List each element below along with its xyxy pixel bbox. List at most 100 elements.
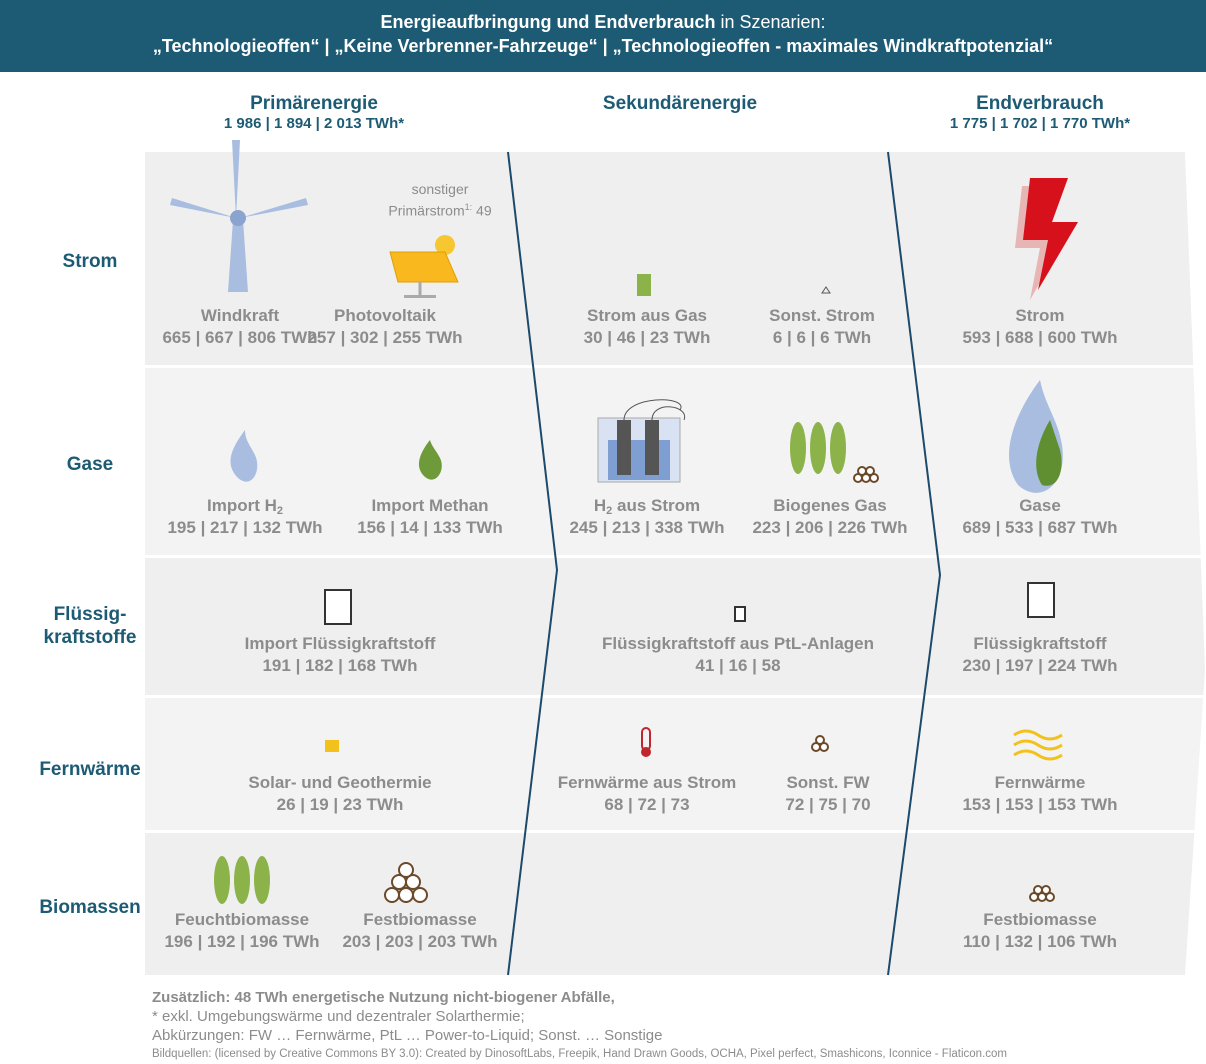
footer-line: Abkürzungen: FW … Fernwärme, PtL … Power… [152, 1027, 663, 1044]
item: Solar- und Geothermie 26 | 19 | 23 TWh [248, 772, 431, 816]
item-label-text: Festbiomasse [363, 910, 477, 929]
header-title: Energieaufbringung und Endverbrauch in S… [0, 10, 1206, 34]
item: Festbiomasse 110 | 132 | 106 TWh [963, 909, 1117, 953]
item: Feuchtbiomasse 196 | 192 | 196 TWh [164, 909, 319, 953]
item-value: 593 | 688 | 600 TWh [962, 328, 1118, 347]
item-value: 665 | 667 | 806 TWh [162, 328, 318, 347]
icon-barrel [324, 582, 1055, 625]
note-value: 49 [476, 202, 492, 219]
icon-lightning [1023, 178, 1078, 290]
row-bands [145, 152, 1205, 975]
note-line: sonstiger [411, 181, 469, 197]
item-label-text: Flüssigkraftstoff [973, 634, 1107, 653]
column-title: Endverbrauch [976, 93, 1104, 114]
note-line: Primärstrom1: 49 [388, 198, 491, 220]
item-label: Flüssigkraftstoff aus PtL-Anlagen [602, 633, 874, 655]
item: Strom aus Gas 30 | 46 | 23 TWh [584, 305, 711, 349]
item-label-sub: 2 [606, 505, 613, 517]
item: Windkraft 665 | 667 | 806 TWh [162, 305, 317, 349]
footer-line: * exkl. Umgebungswärme und dezentraler S… [152, 1008, 525, 1025]
icon-flame-gase-inner [1036, 420, 1062, 486]
item: H2 aus Strom 245 | 213 | 338 TWh [569, 495, 724, 539]
item-label-text: Flüssigkraftstoff aus PtL-Anlagen [601, 634, 875, 653]
item-label: Import Methan [357, 495, 503, 517]
item-label-text: Sonst. FW [786, 773, 870, 792]
row-label: Gase [20, 453, 160, 476]
item: Strom 593 | 688 | 600 TWh [962, 305, 1117, 349]
item-label: Feuchtbiomasse [164, 909, 319, 931]
item-value: 245 | 213 | 338 TWh [569, 518, 725, 537]
item-label: Import Flüssigkraftstoff [245, 633, 436, 655]
row-label: Fernwärme [20, 758, 160, 781]
row-label-line: Strom [62, 251, 118, 272]
item-label: Festbiomasse [342, 909, 497, 931]
item-label-text: Strom aus Gas [586, 306, 707, 325]
item-label-text: aus Strom [612, 496, 701, 515]
item-value: 156 | 14 | 133 TWh [357, 518, 503, 537]
item-value: 68 | 72 | 73 [604, 795, 690, 814]
column-header: Endverbrauch 1 775 | 1 702 | 1 770 TWh* [950, 93, 1130, 133]
item-value: 153 | 153 | 153 TWh [962, 795, 1118, 814]
item-label: Import H2 [167, 495, 322, 517]
item-label: H2 aus Strom [569, 495, 724, 517]
item-value: 30 | 46 | 23 TWh [583, 328, 711, 347]
divider [887, 151, 942, 976]
column-total: 1 986 | 1 894 | 2 013 TWh* [223, 115, 405, 132]
item-label: Strom [962, 305, 1117, 327]
item-label-text: Sonst. Strom [769, 306, 875, 325]
item-label: Sonst. Strom [769, 305, 875, 327]
item-label-text: Photovoltaik [333, 306, 437, 325]
item-label-text: H [593, 496, 607, 515]
item-label: Flüssigkraftstoff [962, 633, 1117, 655]
item-label: Sonst. FW [785, 772, 870, 794]
item-label: Gase [962, 495, 1117, 517]
item-label: Photovoltaik [307, 305, 462, 327]
divider [507, 151, 559, 976]
item: Flüssigkraftstoff aus PtL-Anlagen 41 | 16… [602, 633, 874, 677]
item: Fernwärme 153 | 153 | 153 TWh [962, 772, 1117, 816]
item-label-text: Import Methan [371, 496, 489, 515]
item-value: 257 | 302 | 255 TWh [307, 328, 463, 347]
column-header: Primärenergie 1 986 | 1 894 | 2 013 TWh* [224, 93, 404, 133]
item: Import Flüssigkraftstoff 191 | 182 | 168 … [245, 633, 436, 677]
item-label: Solar- und Geothermie [248, 772, 431, 794]
row-label: Biomassen [20, 896, 160, 919]
item: Sonst. Strom 6 | 6 | 6 TWh [769, 305, 875, 349]
item: Import Methan 156 | 14 | 133 TWh [357, 495, 503, 539]
item-value: 6 | 6 | 6 TWh [772, 328, 872, 347]
icon-flame-h2 [230, 430, 258, 482]
footer-line: Bildquellen: (licensed by Creative Commo… [152, 1048, 1007, 1060]
item-label-text: Gase [1019, 496, 1061, 515]
icon-electrolyser [597, 399, 685, 483]
item-value: 689 | 533 | 687 TWh [962, 518, 1118, 537]
item: Festbiomasse 203 | 203 | 203 TWh [342, 909, 497, 953]
icon-thermometer [641, 727, 651, 757]
item: Gase 689 | 533 | 687 TWh [962, 495, 1117, 539]
header: Energieaufbringung und Endverbrauch in S… [0, 0, 1206, 72]
item-label-text: Import Flüssigkraftstoff [244, 634, 436, 653]
item-value: 191 | 182 | 168 TWh [262, 656, 418, 675]
item-label-text: Import H [206, 496, 277, 515]
row-label-line: Fernwärme [39, 759, 141, 780]
column-total: 1 775 | 1 702 | 1 770 TWh* [949, 115, 1131, 132]
title-bold: Energieaufbringung und Endverbrauch [380, 12, 716, 32]
icon-wheat [214, 422, 846, 904]
row-label-line: kraftstoffe [43, 627, 137, 648]
band [145, 558, 1205, 695]
item-value: 110 | 132 | 106 TWh [962, 932, 1118, 951]
item-label: Windkraft [162, 305, 317, 327]
band [145, 833, 1205, 975]
item: Flüssigkraftstoff 230 | 197 | 224 TWh [962, 633, 1117, 677]
header-subtitle: „Technologieoffen“ | „Keine Verbrenner-F… [152, 36, 1054, 56]
row-label-line: Flüssig- [53, 604, 127, 625]
icon-recycle [821, 286, 831, 294]
item-value: 203 | 203 | 203 TWh [342, 932, 498, 951]
item-value: 26 | 19 | 23 TWh [276, 795, 404, 814]
item: Photovoltaik 257 | 302 | 255 TWh [307, 305, 462, 349]
item-label-text: Festbiomasse [983, 910, 1097, 929]
item-value: 195 | 217 | 132 TWh [167, 518, 323, 537]
item-label-text: Solar- und Geothermie [248, 773, 432, 792]
band [145, 698, 1205, 830]
item-value: 41 | 16 | 58 [695, 656, 781, 675]
